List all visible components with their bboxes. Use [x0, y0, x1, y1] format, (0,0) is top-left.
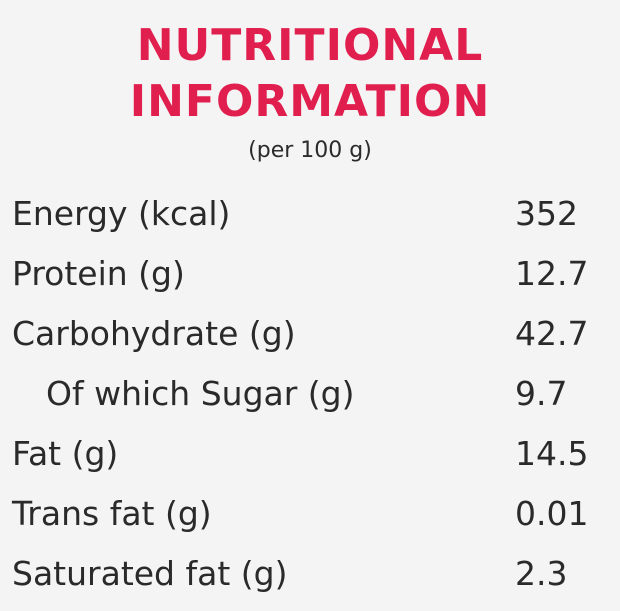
nutrient-value: 12.7: [515, 254, 589, 293]
nutrient-row-saturated-fat: Saturated fat (g) 2.3: [0, 544, 620, 604]
nutrient-label: Saturated fat (g): [12, 554, 288, 593]
title-line-2: INFORMATION: [129, 76, 491, 127]
nutrient-label: Fat (g): [12, 434, 119, 473]
nutrient-label: Carbohydrate (g): [12, 314, 296, 353]
nutrient-value: 9.7: [515, 374, 568, 413]
nutrient-value: 42.7: [515, 314, 589, 353]
nutrient-label: Trans fat (g): [12, 494, 212, 533]
nutrient-value: 0.01: [515, 494, 589, 533]
title-line-1: NUTRITIONAL: [136, 20, 484, 71]
nutrient-value: 352: [515, 194, 578, 233]
nutrient-row-protein: Protein (g) 12.7: [0, 244, 620, 304]
nutrient-row-sugar: Of which Sugar (g) 9.7: [0, 364, 620, 424]
nutrient-row-fat: Fat (g) 14.5: [0, 424, 620, 484]
nutrient-label: Of which Sugar (g): [46, 374, 355, 413]
nutrient-row-carbohydrate: Carbohydrate (g) 42.7: [0, 304, 620, 364]
nutrient-value: 2.3: [515, 554, 568, 593]
nutrient-row-energy: Energy (kcal) 352: [0, 184, 620, 244]
nutrient-label: Energy (kcal): [12, 194, 231, 233]
nutrient-value: 14.5: [515, 434, 589, 473]
nutrient-row-trans-fat: Trans fat (g) 0.01: [0, 484, 620, 544]
nutrient-label: Protein (g): [12, 254, 185, 293]
serving-basis: (per 100 g): [248, 138, 372, 163]
